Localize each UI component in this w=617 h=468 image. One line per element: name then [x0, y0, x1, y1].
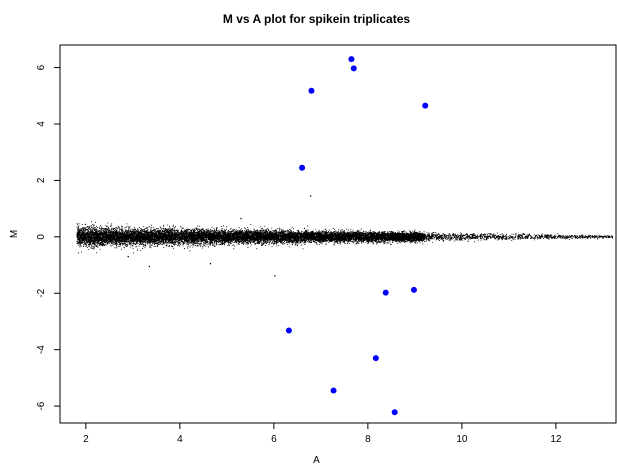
x-tick-label: 2 [83, 434, 89, 445]
y-axis: -6 -4 -2 0 2 4 6 [36, 64, 60, 411]
spikein-point [308, 87, 315, 94]
x-tick-label: 8 [365, 434, 371, 445]
spikein-point [285, 327, 292, 334]
spikein-point [372, 355, 379, 362]
spikein-point [348, 56, 355, 63]
spikein-point [410, 286, 417, 293]
spikein-points [285, 56, 429, 416]
x-tick-label: 10 [456, 434, 468, 445]
y-tick-label: -4 [36, 345, 47, 354]
spikein-point [391, 409, 398, 416]
chart-title: M vs A plot for spikein triplicates [223, 12, 410, 26]
outlier-point [274, 275, 276, 277]
outlier-point [148, 265, 151, 268]
x-axis: 2 4 6 8 10 12 [83, 423, 562, 445]
x-axis-label: A [313, 455, 320, 466]
background-points-path [76, 221, 614, 254]
outlier-point [240, 217, 242, 220]
y-tick-label: 6 [36, 64, 47, 70]
x-tick-label: 12 [550, 434, 562, 445]
y-tick-label: 2 [36, 177, 47, 183]
outlier-point [309, 195, 312, 197]
spikein-point [382, 289, 389, 296]
y-tick-label: -2 [36, 288, 47, 297]
background-point-cloud [76, 221, 614, 254]
x-tick-label: 4 [177, 434, 183, 445]
y-tick-label: 4 [36, 121, 47, 127]
x-tick-label: 6 [271, 434, 277, 445]
background-outliers [127, 195, 312, 277]
y-axis-label: M [9, 230, 20, 238]
outlier-point [209, 263, 212, 265]
y-tick-label: -6 [36, 401, 47, 410]
outlier-point [127, 255, 129, 258]
plot-frame [59, 44, 617, 424]
spikein-point [422, 102, 429, 109]
spikein-point [299, 164, 306, 171]
spikein-point [350, 65, 357, 72]
spikein-point [330, 387, 337, 394]
y-tick-label: 0 [36, 234, 47, 240]
